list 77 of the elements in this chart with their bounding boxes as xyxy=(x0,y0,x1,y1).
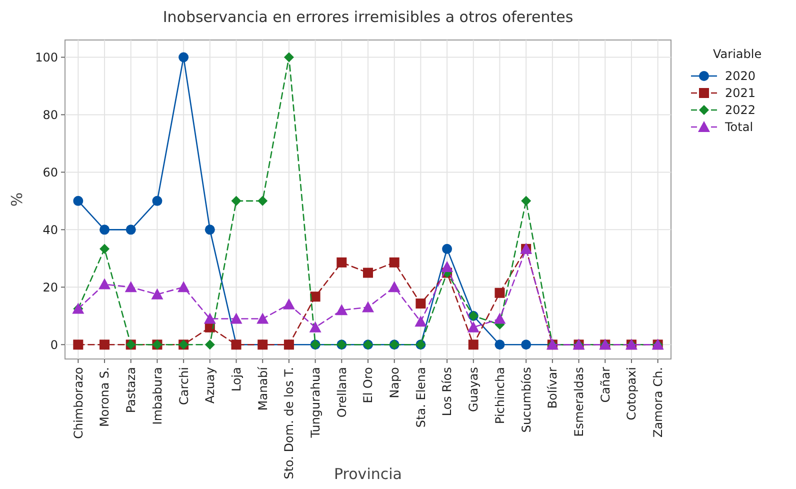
legend-label: 2021 xyxy=(725,86,756,100)
point xyxy=(204,312,216,324)
x-tick-label: Esmeraldas xyxy=(572,367,586,437)
point xyxy=(126,224,136,235)
point xyxy=(124,281,137,292)
x-axis-title: Provincia xyxy=(334,465,402,483)
x-tick-label: Bolívar xyxy=(546,366,560,409)
x-tick-label: Napo xyxy=(388,367,402,398)
x-tick-label: Morona S. xyxy=(98,367,112,427)
point xyxy=(258,196,268,206)
point xyxy=(204,224,215,235)
x-tick-label: Pastaza xyxy=(124,367,138,414)
x-tick-label: Zamora Ch. xyxy=(651,367,666,438)
point xyxy=(414,316,427,327)
point xyxy=(362,301,374,312)
x-tick-label: Guayas xyxy=(466,367,481,412)
point xyxy=(468,340,478,350)
point xyxy=(389,257,400,268)
point xyxy=(310,292,320,302)
x-tick-label: Manabí xyxy=(256,366,270,411)
point xyxy=(521,340,532,350)
x-tick-label: Orellana xyxy=(334,367,349,418)
legend-label: 2022 xyxy=(725,103,756,118)
point xyxy=(73,196,84,206)
point xyxy=(151,288,164,300)
x-tick-label: El Oro xyxy=(361,367,376,404)
x-tick-label: Chimborazo xyxy=(71,367,86,439)
point xyxy=(204,340,215,350)
point xyxy=(284,52,294,62)
point xyxy=(178,52,189,62)
y-tick-label: 40 xyxy=(42,222,58,237)
point xyxy=(336,304,348,316)
x-tick-label: Loja xyxy=(229,367,244,392)
x-tick-label: Los Ríos xyxy=(440,367,454,416)
point xyxy=(152,196,162,206)
point xyxy=(256,312,269,324)
point xyxy=(178,281,190,292)
point xyxy=(73,340,84,350)
point xyxy=(100,244,110,254)
x-tick-label: Cañar xyxy=(598,366,612,403)
legend-label: 2020 xyxy=(725,69,756,84)
point xyxy=(416,298,426,309)
point xyxy=(521,196,532,206)
y-tick-label: 80 xyxy=(42,108,58,122)
point xyxy=(494,340,505,350)
point xyxy=(467,321,480,332)
point xyxy=(230,312,242,324)
chart-title: Inobservancia en errores irremisibles a otros oferentes xyxy=(162,8,574,26)
x-tick-label: Sta. Elena xyxy=(414,367,428,428)
x-tick-label: Pichincha xyxy=(492,367,507,424)
point xyxy=(100,340,110,350)
point xyxy=(442,244,452,254)
y-tick-label: 100 xyxy=(35,50,58,64)
x-tick-label: Azuay xyxy=(203,367,218,404)
point xyxy=(363,268,373,278)
legend-label: Total xyxy=(724,120,754,134)
y-axis-title: % xyxy=(8,192,26,207)
x-tick-label: Cotopaxi xyxy=(624,367,639,420)
point xyxy=(282,298,295,310)
point xyxy=(494,312,506,324)
legend-title: Variable xyxy=(713,47,762,61)
point xyxy=(494,288,505,298)
point xyxy=(231,196,242,206)
x-tick-label: Tungurahua xyxy=(308,367,323,439)
point xyxy=(336,257,347,268)
point xyxy=(100,224,110,235)
y-tick-label: 60 xyxy=(42,165,58,180)
x-tick-label: Sto. Dom. de los T. xyxy=(282,367,296,480)
point xyxy=(388,281,400,292)
y-tick-label: 20 xyxy=(42,280,58,294)
point xyxy=(309,321,322,332)
point xyxy=(441,261,454,272)
point xyxy=(98,278,111,290)
x-tick-label: Imbabura xyxy=(150,367,164,425)
x-tick-label: Sucumbíos xyxy=(519,367,534,433)
x-tick-label: Carchi xyxy=(176,367,191,405)
y-tick-label: 0 xyxy=(50,338,58,352)
